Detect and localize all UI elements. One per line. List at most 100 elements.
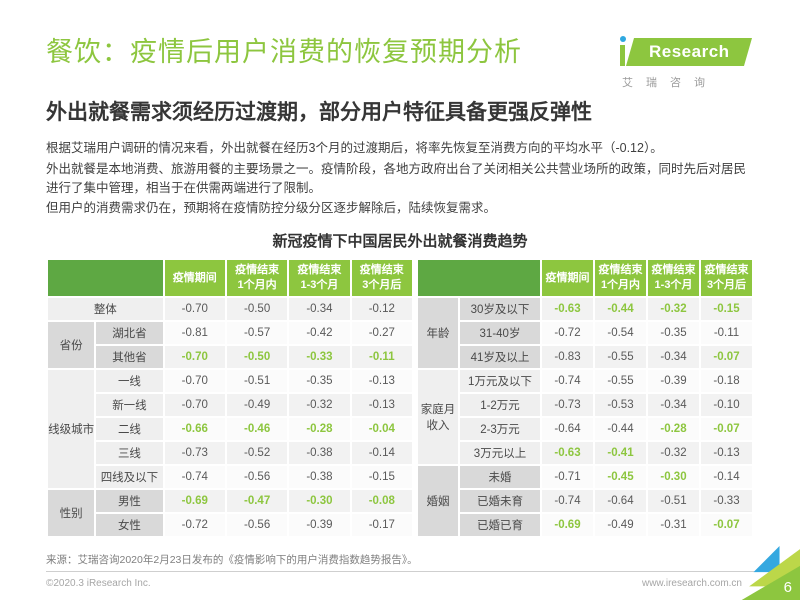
logo-i-dot-icon [620,36,626,42]
col-header: 疫情期间 [542,259,593,296]
row-label: 已婚已育 [460,513,540,536]
data-cell: -0.07 [701,345,752,368]
table-row: 其他省 -0.70 -0.50 -0.33 -0.11 [48,345,412,368]
row-label: 一线 [96,369,163,392]
consumption-trend-tables: 疫情期间 疫情结束 1个月内 疫情结束 1-3个月 疫情结束 3个月后 整体 -0.70-… [46,258,754,538]
table-row: 省份 湖北省 -0.81 -0.57 -0.42 -0.27 [48,321,412,368]
data-cell: -0.17 [351,513,412,536]
table-row: 3万元以上 -0.63 -0.41 -0.32 -0.13 [418,441,752,464]
data-cell: -0.18 [701,369,752,392]
table-row: 线级城市 一线 -0.70 -0.51 -0.35 -0.13 [48,369,412,488]
col-header: 疫情结束 3个月后 [351,259,412,296]
row-label: 三线 [96,441,163,464]
table-row: 31-40岁 -0.72 -0.54 -0.35 -0.11 [418,321,752,344]
row-label: 41岁及以上 [460,345,540,368]
table-row: 年龄 30岁及以下 -0.63 -0.44 -0.32 -0.15 [418,297,752,368]
data-cell: -0.50 [226,345,288,368]
table-row: 家庭月收入 1万元及以下 -0.74 -0.55 -0.39 -0.18 [418,369,752,464]
data-cell: -0.69 [542,513,593,536]
logo-i-stem-icon [620,45,625,66]
data-cell: -0.56 [226,513,288,536]
data-cell: -0.35 [648,321,699,344]
table-row: 新一线 -0.70 -0.49 -0.32 -0.13 [48,393,412,416]
table-row: 二线 -0.66 -0.46 -0.28 -0.04 [48,417,412,440]
page-corner-decoration: 6 [738,538,800,600]
data-cell: -0.14 [351,441,412,464]
table-row: 整体 -0.70 -0.50 -0.34 -0.12 [48,297,412,320]
data-cell: -0.56 [226,465,288,488]
data-cell: -0.15 [701,297,752,320]
row-label: 30岁及以下 [460,297,540,320]
data-cell: -0.64 [595,489,646,512]
data-cell: -0.73 [164,441,225,464]
data-cell: -0.74 [542,489,593,512]
col-header: 疫情结束 1-3个月 [289,259,350,296]
intro-paragraph-3: 但用户的消费需求仍在，预期将在疫情防控分级分区逐步解除后，陆续恢复需求。 [46,201,497,216]
data-cell: -0.72 [164,513,225,536]
data-cell: -0.38 [289,441,350,464]
table-corner-cell [418,259,540,296]
row-group-label: 家庭月收入 [418,369,458,464]
trend-table-right: 疫情期间 疫情结束 1个月内 疫情结束 1-3个月 疫情结束 3个月后 年龄 30岁及以下… [416,258,754,538]
data-cell: -0.81 [164,321,225,344]
data-cell: -0.51 [226,369,288,392]
col-header: 疫情结束 3个月后 [701,259,752,296]
table-row: 1-2万元 -0.73 -0.53 -0.34 -0.10 [418,393,752,416]
table-caption: 新冠疫情下中国居民外出就餐消费趋势 [272,232,528,250]
row-label: 未婚 [460,465,540,488]
data-cell: -0.34 [289,297,350,320]
row-label: 女性 [96,513,163,536]
data-cell: -0.12 [351,297,412,320]
logo-plate: Research [625,38,753,66]
logo-text: Research [648,42,730,61]
data-cell: -0.63 [542,441,593,464]
data-cell: -0.28 [648,417,699,440]
header: 餐饮：疫情后用户消费的恢复预期分析 Research 艾瑞咨询 [46,0,754,90]
data-cell: -0.44 [595,297,646,320]
data-cell: -0.14 [701,465,752,488]
data-cell: -0.33 [701,489,752,512]
data-cell: -0.45 [595,465,646,488]
data-cell: -0.55 [595,345,646,368]
logo-i-icon [620,36,626,66]
row-label: 其他省 [96,345,163,368]
data-cell: -0.64 [542,417,593,440]
data-cell: -0.63 [542,297,593,320]
row-group-label: 省份 [48,321,95,368]
data-cell: -0.55 [595,369,646,392]
data-cell: -0.39 [648,369,699,392]
table-row: 三线 -0.73 -0.52 -0.38 -0.14 [48,441,412,464]
data-cell: -0.57 [226,321,288,344]
row-label: 3万元以上 [460,441,540,464]
data-cell: -0.52 [226,441,288,464]
row-label: 31-40岁 [460,321,540,344]
data-cell: -0.30 [648,465,699,488]
data-cell: -0.32 [648,297,699,320]
data-cell: -0.34 [648,345,699,368]
data-cell: -0.38 [289,465,350,488]
slide-subtitle: 外出就餐需求须经历过渡期，部分用户特征具备更强反弹性 [46,101,592,124]
data-cell: -0.41 [595,441,646,464]
table-row: 女性 -0.72 -0.56 -0.39 -0.17 [48,513,412,536]
intro-paragraph-2: 外出就餐是本地消费、旅游用餐的主要场景之一。疫情阶段，各地方政府出台了关闭相关公… [46,161,747,195]
data-cell: -0.11 [351,345,412,368]
table-row: 四线及以下 -0.74 -0.56 -0.38 -0.15 [48,465,412,488]
row-label: 2-3万元 [460,417,540,440]
data-cell: -0.07 [701,513,752,536]
row-label: 二线 [96,417,163,440]
row-label: 湖北省 [96,321,163,344]
data-cell: -0.66 [164,417,225,440]
site-url: www.iresearch.com.cn [641,578,742,589]
table-row: 已婚已育 -0.69 -0.49 -0.31 -0.07 [418,513,752,536]
table-row: 性别 男性 -0.69 -0.47 -0.30 -0.08 [48,489,412,536]
data-cell: -0.47 [226,489,288,512]
trend-table-left: 疫情期间 疫情结束 1个月内 疫情结束 1-3个月 疫情结束 3个月后 整体 -0.70-… [46,258,414,538]
data-cell: -0.70 [164,297,225,320]
data-cell: -0.30 [289,489,350,512]
intro-paragraphs: 根据艾瑞用户调研的情况来看，外出就餐在经历3个月的过渡期后，将率先恢复至消费方向… [46,139,754,219]
row-label: 1-2万元 [460,393,540,416]
row-label: 四线及以下 [96,465,163,488]
page-number: 6 [783,579,792,596]
data-cell: -0.49 [226,393,288,416]
